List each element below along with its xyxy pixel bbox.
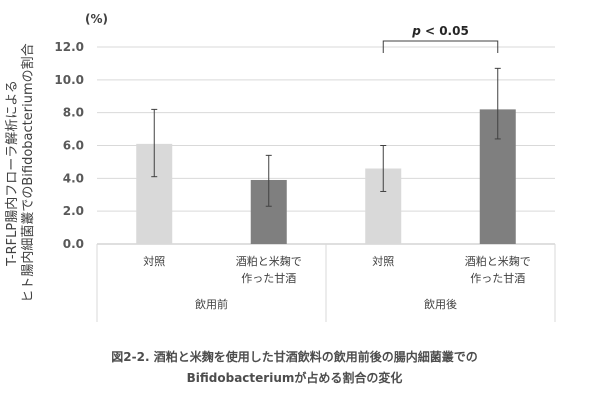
y-unit-label: (%) — [85, 12, 108, 26]
y-tick-label: 10.0 — [54, 73, 84, 87]
figure-caption-line1: 図2-2. 酒粕と米麹を使用した甘酒飲料の飲用前後の腸内細菌叢での — [111, 350, 478, 364]
x-category-label: 酒粕と米麹で — [465, 254, 531, 268]
x-group-label: 飲用後 — [424, 297, 457, 311]
x-category-label: 酒粕と米麹で — [236, 254, 302, 268]
figure-caption-line2: Bifidobacteriumが占める割合の変化 — [186, 371, 403, 385]
y-tick-label: 6.0 — [63, 139, 84, 153]
bars — [136, 109, 516, 244]
y-tick-label: 12.0 — [54, 40, 84, 54]
y-tick-label: 8.0 — [63, 106, 84, 120]
bracket-line — [382, 40, 499, 53]
y-axis-title-line2: ヒト腸内細菌叢でのBifidobacteriumの割合 — [20, 43, 36, 302]
x-category-label: 作った甘酒 — [470, 272, 525, 285]
p-threshold: < 0.05 — [421, 24, 469, 38]
y-tick-labels: 0.0 2.0 4.0 6.0 8.0 10.0 12.0 — [54, 40, 84, 251]
x-group-label: 飲用前 — [195, 297, 228, 311]
gridlines — [97, 46, 555, 245]
y-axis-title: T-RFLP腸内フローラ解析による ヒト腸内細菌叢でのBifidobacteri… — [4, 43, 36, 302]
p-value-label: p < 0.05 — [411, 24, 469, 38]
y-tick-label: 2.0 — [63, 204, 84, 218]
y-tick-label: 0.0 — [63, 237, 84, 251]
x-category-label: 対照 — [372, 254, 394, 268]
significance-bracket: p < 0.05 — [382, 24, 499, 53]
y-axis-title-line1: T-RFLP腸内フローラ解析による — [4, 80, 20, 267]
x-category-label: 対照 — [143, 254, 165, 268]
error-bars — [151, 67, 501, 207]
x-category-label: 作った甘酒 — [241, 272, 296, 285]
p-symbol: p — [411, 24, 421, 38]
y-tick-label: 4.0 — [63, 171, 84, 185]
x-group-labels: 飲用前 飲用後 — [96, 244, 556, 322]
